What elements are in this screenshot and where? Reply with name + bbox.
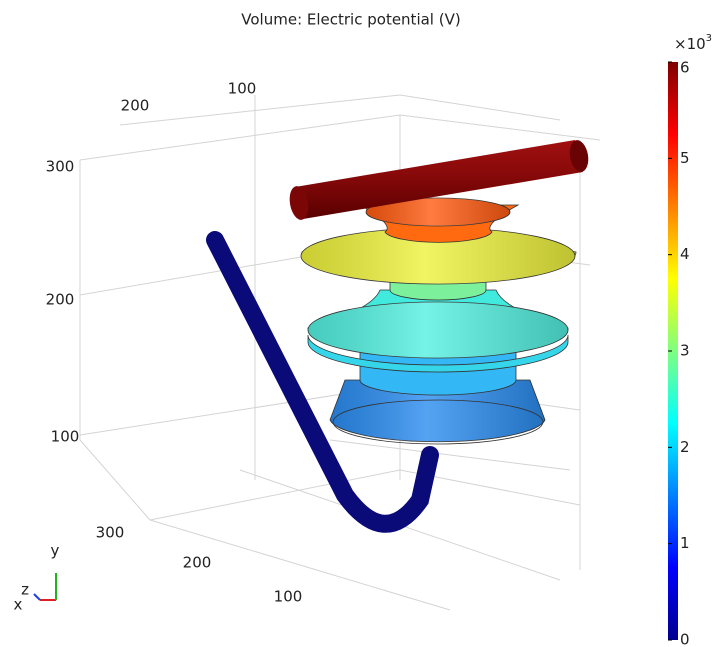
colorbar: ×103 0 1 2 3 4 5 6 [668,33,712,647]
axis-tick-label: 100 [51,428,80,446]
colorbar-tick-label: 6 [680,59,690,77]
colorbar-tick-label: 5 [680,149,690,167]
axis-tick-label: 300 [46,158,75,176]
axis-tick-label: 300 [96,524,125,542]
triad-label: x [14,596,23,614]
plot-window: Volume: Electric potential (V) 200 100 3… [0,0,719,647]
axis-triad: y z x [14,542,60,614]
insulator [301,198,576,444]
axis-tick-label: 200 [121,97,150,115]
colorbar-tick-label: 2 [680,438,690,456]
axis-tick-label: 100 [274,588,303,606]
axis-tick-label: 200 [46,291,75,309]
colorbar-tick-label: 4 [680,245,690,263]
triad-label: y [51,542,60,560]
colorbar-multiplier: ×103 [674,33,712,53]
axis-tick-label: 200 [183,554,212,572]
colorbar-tick-label: 3 [680,342,690,360]
colorbar-tick-label: 0 [680,631,690,647]
plot-title: Volume: Electric potential (V) [241,11,460,29]
colorbar-tick-label: 1 [680,534,690,552]
axis-tick-label: 100 [228,80,257,98]
